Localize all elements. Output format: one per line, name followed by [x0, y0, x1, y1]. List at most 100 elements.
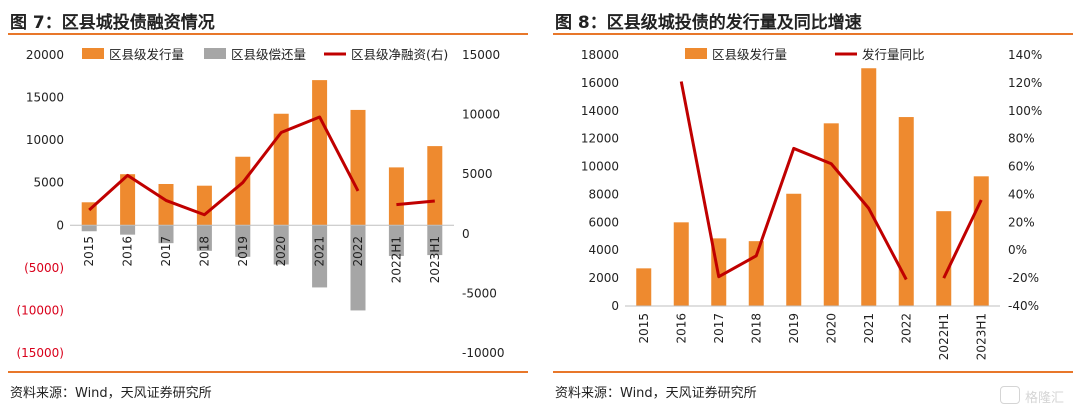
x-tick-label: 2021: [862, 313, 876, 344]
y-left-tick-label: 2000: [588, 271, 619, 285]
y-right-tick-label: -5000: [462, 286, 497, 300]
x-tick-label: 2023H1: [974, 313, 988, 360]
y-left-tick-label: 14000: [581, 104, 619, 118]
bar: [235, 156, 251, 226]
watermark-logo: 格隆汇: [1000, 386, 1070, 406]
bar: [273, 113, 289, 226]
bar: [196, 225, 212, 251]
y-left-tick-label: 20000: [26, 48, 64, 62]
x-tick-label: 2017: [712, 313, 726, 344]
bar: [158, 225, 174, 244]
y-right-tick-label: 60%: [1008, 160, 1035, 174]
x-tick-label: 2017: [159, 236, 173, 267]
legend-label: 发行量同比: [862, 47, 925, 62]
legend-label: 区县级净融资(右): [351, 47, 448, 62]
legend-label: 区县级偿还量: [231, 47, 306, 62]
x-tick-label: 2021: [313, 236, 327, 267]
bar: [673, 222, 689, 306]
source-note: 资料来源：Wind，天风证券研究所: [555, 386, 757, 401]
x-tick-label: 2022: [351, 236, 365, 267]
chart-panel-right: 图 8：区县级城投债的发行量及同比增速 18000 16000 14000 12000…: [545, 0, 1080, 413]
x-tick-label: 2020: [274, 236, 288, 267]
y-right-tick-label: -40%: [1008, 299, 1039, 313]
y-left-tick-label: 12000: [581, 132, 619, 146]
legend-label: 区县级发行量: [109, 47, 184, 62]
bar: [312, 80, 328, 226]
bar: [748, 241, 764, 306]
top-rule: [8, 33, 528, 35]
bottom-rule: [8, 371, 528, 373]
bar: [786, 193, 802, 306]
bar: [427, 225, 443, 256]
legend-swatch: [82, 48, 104, 59]
bar: [861, 68, 877, 306]
y-left-tick-label: 10000: [26, 133, 64, 147]
y-left-tick-label: 15000: [26, 91, 64, 105]
series-line: [396, 199, 435, 207]
chart-svg-left: 20000 15000 10000 5000 0 (5000) (10000) (15000)…: [16, 47, 505, 360]
bar: [427, 146, 443, 226]
y-left-tick-label: (10000): [16, 303, 64, 317]
x-tick-label: 2018: [749, 313, 763, 344]
bar: [823, 123, 839, 306]
y-right-tick-label: 40%: [1008, 187, 1035, 201]
x-tick-label: 2015: [82, 236, 96, 267]
x-tick-label: 2022: [899, 313, 913, 344]
y-left-tick-label: 6000: [588, 215, 619, 229]
legend-label: 区县级发行量: [712, 47, 787, 62]
x-tick-label: 2016: [674, 313, 688, 344]
y-left-tick-label: 5000: [33, 176, 64, 190]
y-right-tick-label: 80%: [1008, 132, 1035, 146]
x-tick-label: 2022H1: [389, 236, 403, 283]
bar: [898, 117, 914, 306]
y-left-tick-label: (5000): [24, 261, 64, 275]
y-right-tick-label: 0: [462, 227, 470, 241]
y-right-tick-label: 0%: [1008, 243, 1027, 257]
y-left-tick-label: (15000): [16, 346, 64, 360]
y-right-tick-label: -20%: [1008, 271, 1039, 285]
y-right-tick-label: 100%: [1008, 104, 1042, 118]
bar: [120, 174, 136, 226]
y-left-tick-label: 4000: [588, 243, 619, 257]
chart-title: 图 7：区县城投债融资情况: [10, 13, 215, 33]
x-tick-label: 2022H1: [937, 313, 951, 360]
x-tick-label: 2023H1: [428, 236, 442, 283]
y-left-tick-label: 0: [56, 218, 64, 232]
chart-panel-left: 图 7：区县城投债融资情况 20000 15000 10000 5000 0 (5000)…: [8, 13, 528, 401]
bar: [350, 225, 366, 311]
x-tick-label: 2016: [121, 236, 135, 267]
bar: [81, 225, 97, 232]
bar: [235, 225, 251, 257]
y-left-tick-label: 16000: [581, 76, 619, 90]
y-right-tick-label: 15000: [462, 48, 500, 62]
y-right-tick-label: -10000: [462, 346, 505, 360]
legend-swatch: [204, 48, 226, 59]
x-tick-label: 2020: [824, 313, 838, 344]
series-line: [88, 115, 360, 217]
y-right-tick-label: 140%: [1008, 48, 1042, 62]
y-right-tick-label: 5000: [462, 167, 493, 181]
bar: [158, 183, 174, 226]
bottom-rule: [553, 371, 1073, 373]
top-rule: [553, 33, 1073, 35]
legend-swatch: [685, 48, 707, 59]
source-note: 资料来源：Wind，天风证券研究所: [10, 386, 212, 401]
y-right-tick-label: 10000: [462, 108, 500, 122]
bar: [273, 225, 289, 265]
x-tick-label: 2015: [637, 313, 651, 344]
x-tick-label: 2018: [197, 236, 211, 267]
chart-svg-right: 18000 16000 14000 12000 10000 8000 6000 4000 200…: [581, 47, 1043, 360]
series-line: [942, 199, 983, 279]
y-left-tick-label: 8000: [588, 187, 619, 201]
y-left-tick-label: 10000: [581, 160, 619, 174]
series-line: [679, 81, 908, 281]
bar: [973, 176, 989, 306]
watermark-text: 格隆汇: [1025, 391, 1065, 406]
bar: [350, 109, 366, 226]
bar: [312, 225, 328, 288]
y-right-tick-label: 20%: [1008, 215, 1035, 229]
bar: [120, 225, 136, 235]
bar: [388, 167, 404, 226]
bar: [636, 268, 652, 306]
watermark-icon: [1000, 386, 1020, 404]
